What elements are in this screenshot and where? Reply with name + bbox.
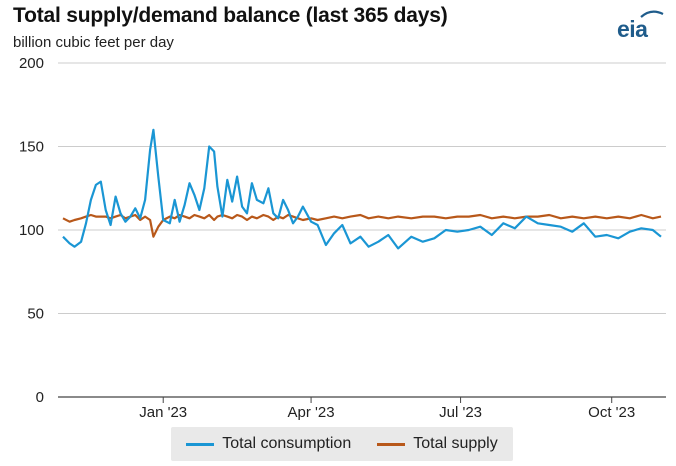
x-tick-label: Jan '23 bbox=[139, 404, 187, 421]
eia-logo: eia bbox=[617, 10, 665, 42]
y-tick-label: 50 bbox=[27, 306, 44, 323]
x-tick-label: Oct '23 bbox=[588, 404, 635, 421]
series-line-total-consumption bbox=[62, 128, 662, 250]
chart-title: Total supply/demand balance (last 365 da… bbox=[13, 4, 448, 27]
y-axis-ticks: 0 50 100 150 200 bbox=[19, 55, 44, 406]
legend-item-supply: Total supply bbox=[377, 435, 498, 453]
legend: Total consumption Total supply bbox=[171, 427, 513, 461]
series-line-total-supply bbox=[62, 213, 662, 238]
y-tick-label: 200 bbox=[19, 55, 44, 72]
legend-label-consumption: Total consumption bbox=[222, 435, 352, 452]
chart-subtitle: billion cubic feet per day bbox=[13, 34, 174, 51]
series-lines bbox=[62, 128, 662, 250]
legend-label-supply: Total supply bbox=[413, 435, 498, 452]
legend-swatch-consumption bbox=[186, 442, 215, 446]
legend-item-consumption: Total consumption bbox=[186, 435, 351, 453]
gridlines bbox=[58, 62, 666, 398]
x-tick-label: Apr '23 bbox=[288, 404, 335, 421]
y-tick-label: 0 bbox=[36, 389, 44, 406]
logo-text: eia bbox=[617, 16, 648, 42]
legend-swatch-supply bbox=[377, 442, 406, 446]
x-tick-label: Jul '23 bbox=[439, 404, 482, 421]
y-tick-label: 100 bbox=[19, 222, 44, 239]
x-axis-ticks: Jan '23 Apr '23 Jul '23 Oct '23 bbox=[139, 397, 635, 421]
logo-swoosh-icon bbox=[640, 10, 664, 18]
y-tick-label: 150 bbox=[19, 139, 44, 156]
